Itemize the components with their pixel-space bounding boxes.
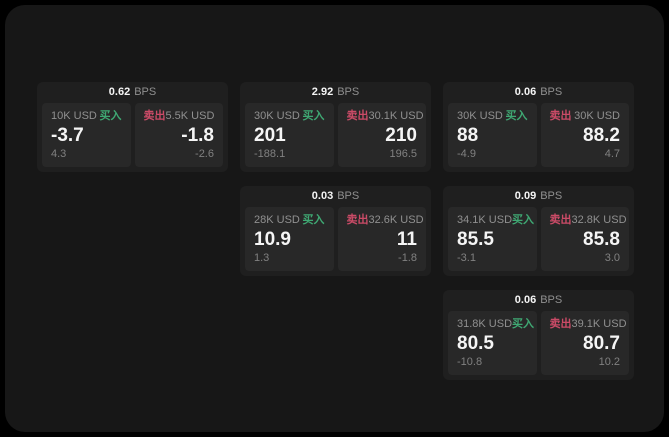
sell-amount: 39.1K USD	[571, 318, 627, 330]
buy-side-label: 买入	[302, 214, 325, 226]
app-window: 0.62 BPS 10K USD 买入 -3.7 4.3 卖出 5.5K USD…	[5, 5, 664, 432]
buy-price: 88	[457, 124, 479, 146]
buy-side-label: 买入	[512, 214, 535, 226]
buy-delta: 1.3	[254, 252, 270, 264]
sell-price: 85.8	[583, 228, 620, 250]
sell-price: 210	[385, 124, 417, 146]
sell-side-label: 卖出	[549, 214, 572, 226]
quote-card: 0.62 BPS 10K USD 买入 -3.7 4.3 卖出 5.5K USD…	[37, 82, 228, 172]
buy-panel[interactable]: 31.8K USD 买入 80.5 -10.8	[448, 311, 537, 375]
quote-grid: 0.62 BPS 10K USD 买入 -3.7 4.3 卖出 5.5K USD…	[37, 82, 634, 380]
buy-panel[interactable]: 34.1K USD 买入 85.5 -3.1	[448, 207, 537, 271]
buy-panel[interactable]: 10K USD 买入 -3.7 4.3	[42, 103, 131, 167]
sell-side-label: 卖出	[549, 318, 572, 330]
buy-delta: -188.1	[254, 148, 286, 160]
card-header: 0.06 BPS	[443, 82, 634, 103]
buy-price: 80.5	[457, 332, 494, 354]
quote-card: 0.09 BPS 34.1K USD 买入 85.5 -3.1 卖出 32.8K…	[443, 186, 634, 276]
quote-card: 0.03 BPS 28K USD 买入 10.9 1.3 卖出 32.6K US…	[240, 186, 431, 276]
sell-panel[interactable]: 卖出 32.6K USD 11 -1.8	[337, 207, 426, 271]
buy-side-label: 买入	[505, 110, 528, 122]
bps-value: 0.06	[514, 86, 537, 98]
buy-panel[interactable]: 30K USD 买入 201 -188.1	[245, 103, 334, 167]
sell-panel[interactable]: 卖出 32.8K USD 85.8 3.0	[540, 207, 629, 271]
sell-side-label: 卖出	[143, 110, 166, 122]
sell-amount: 30K USD	[574, 110, 620, 122]
sell-side-label: 卖出	[346, 214, 369, 226]
bps-value: 2.92	[311, 86, 334, 98]
card-body: 28K USD 买入 10.9 1.3 卖出 32.6K USD 11 -1.8	[240, 207, 431, 276]
buy-amount: 34.1K USD	[457, 214, 513, 226]
bps-value: 0.03	[311, 190, 334, 202]
sell-price: 88.2	[583, 124, 620, 146]
bps-unit-label: BPS	[134, 86, 157, 98]
sell-delta: 3.0	[604, 252, 620, 264]
buy-amount: 10K USD	[51, 110, 97, 122]
card-header: 0.09 BPS	[443, 186, 634, 207]
buy-amount: 30K USD	[254, 110, 300, 122]
buy-delta: 4.3	[51, 148, 67, 160]
sell-delta: -2.6	[195, 148, 214, 160]
card-body: 30K USD 买入 201 -188.1 卖出 30.1K USD 210 1…	[240, 103, 431, 172]
quote-card: 0.06 BPS 30K USD 买入 88 -4.9 卖出 30K USD 8…	[443, 82, 634, 172]
bps-unit-label: BPS	[540, 294, 563, 306]
card-header: 2.92 BPS	[240, 82, 431, 103]
sell-panel[interactable]: 卖出 30K USD 88.2 4.7	[540, 103, 629, 167]
sell-delta: 4.7	[604, 148, 620, 160]
quote-card: 0.06 BPS 31.8K USD 买入 80.5 -10.8 卖出 39.1…	[443, 290, 634, 380]
buy-price: 10.9	[254, 228, 291, 250]
card-header: 0.06 BPS	[443, 290, 634, 311]
bps-unit-label: BPS	[540, 86, 563, 98]
sell-price: 80.7	[583, 332, 620, 354]
card-body: 30K USD 买入 88 -4.9 卖出 30K USD 88.2 4.7	[443, 103, 634, 172]
sell-delta: 196.5	[389, 148, 417, 160]
buy-side-label: 买入	[99, 110, 122, 122]
card-header: 0.62 BPS	[37, 82, 228, 103]
sell-delta: 10.2	[598, 356, 620, 368]
bps-value: 0.62	[108, 86, 131, 98]
bps-unit-label: BPS	[540, 190, 563, 202]
buy-amount: 30K USD	[457, 110, 503, 122]
sell-amount: 32.6K USD	[368, 214, 424, 226]
buy-amount: 31.8K USD	[457, 318, 513, 330]
sell-panel[interactable]: 卖出 30.1K USD 210 196.5	[337, 103, 426, 167]
sell-side-label: 卖出	[549, 110, 572, 122]
card-body: 10K USD 买入 -3.7 4.3 卖出 5.5K USD -1.8 -2.…	[37, 103, 228, 172]
bps-value: 0.09	[514, 190, 537, 202]
card-header: 0.03 BPS	[240, 186, 431, 207]
sell-panel[interactable]: 卖出 5.5K USD -1.8 -2.6	[134, 103, 223, 167]
buy-price: -3.7	[51, 124, 84, 146]
sell-amount: 5.5K USD	[165, 110, 215, 122]
buy-panel[interactable]: 28K USD 买入 10.9 1.3	[245, 207, 334, 271]
buy-delta: -10.8	[457, 356, 483, 368]
buy-price: 201	[254, 124, 286, 146]
sell-amount: 32.8K USD	[571, 214, 627, 226]
card-body: 34.1K USD 买入 85.5 -3.1 卖出 32.8K USD 85.8…	[443, 207, 634, 276]
sell-price: 11	[396, 228, 417, 250]
buy-side-label: 买入	[302, 110, 325, 122]
card-body: 31.8K USD 买入 80.5 -10.8 卖出 39.1K USD 80.…	[443, 311, 634, 380]
quote-card: 2.92 BPS 30K USD 买入 201 -188.1 卖出 30.1K …	[240, 82, 431, 172]
buy-side-label: 买入	[512, 318, 535, 330]
sell-side-label: 卖出	[346, 110, 369, 122]
buy-delta: -4.9	[457, 148, 476, 160]
buy-price: 85.5	[457, 228, 494, 250]
sell-delta: -1.8	[398, 252, 417, 264]
sell-panel[interactable]: 卖出 39.1K USD 80.7 10.2	[540, 311, 629, 375]
bps-value: 0.06	[514, 294, 537, 306]
bps-unit-label: BPS	[337, 190, 360, 202]
sell-amount: 30.1K USD	[368, 110, 424, 122]
buy-panel[interactable]: 30K USD 买入 88 -4.9	[448, 103, 537, 167]
buy-delta: -3.1	[457, 252, 476, 264]
sell-price: -1.8	[181, 124, 214, 146]
buy-amount: 28K USD	[254, 214, 300, 226]
bps-unit-label: BPS	[337, 86, 360, 98]
